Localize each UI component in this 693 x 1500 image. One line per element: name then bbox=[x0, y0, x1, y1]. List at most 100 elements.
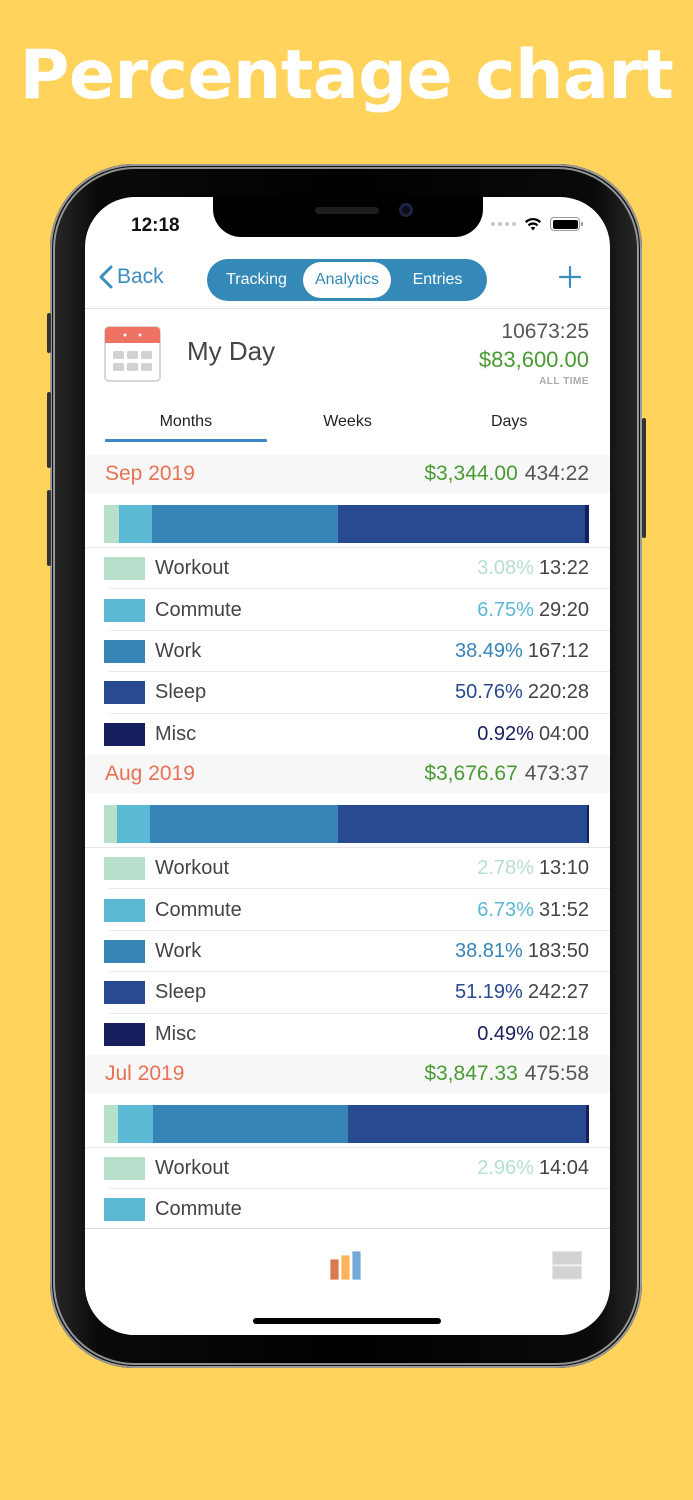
category-row-misc[interactable]: Misc 0.92% 04:00 bbox=[85, 714, 610, 755]
month-money: $3,847.33 bbox=[424, 1061, 518, 1085]
tracker-title: My Day bbox=[187, 336, 276, 366]
category-row-commute[interactable]: Commute bbox=[85, 1189, 610, 1227]
status-time: 12:18 bbox=[131, 215, 180, 236]
bar-segment-workout bbox=[104, 804, 118, 843]
category-time: 14:04 bbox=[538, 1157, 589, 1180]
tab-bar bbox=[85, 1228, 610, 1335]
month-list[interactable]: Sep 2019 $3,344.00 434:22 Workout 3.08% 13… bbox=[85, 455, 610, 1227]
category-name: Workout bbox=[155, 1157, 230, 1180]
category-percent: 50.76% bbox=[454, 681, 523, 704]
color-swatch bbox=[104, 981, 145, 1005]
category-row-workout[interactable]: Workout 2.78% 13:10 bbox=[85, 848, 610, 890]
tab-weeks[interactable]: Weeks bbox=[323, 413, 372, 430]
tab-months[interactable]: Months bbox=[105, 402, 267, 452]
category-percent: 0.92% bbox=[477, 722, 534, 745]
category-time: 242:27 bbox=[527, 981, 589, 1004]
promo-title: Percentage chart bbox=[19, 36, 674, 115]
category-time: 183:50 bbox=[527, 939, 589, 962]
category-row-commute[interactable]: Commute 6.75% 29:20 bbox=[85, 589, 610, 632]
color-swatch bbox=[104, 639, 145, 663]
color-swatch bbox=[104, 598, 145, 622]
bar-chart-icon[interactable] bbox=[329, 1251, 363, 1281]
power-button bbox=[642, 418, 646, 538]
month-money: $3,344.00 bbox=[424, 462, 518, 485]
chevron-left-icon bbox=[99, 265, 113, 289]
category-name: Sleep bbox=[155, 981, 207, 1004]
month-header: Aug 2019 $3,676.67 473:37 bbox=[85, 754, 610, 793]
segment-analytics[interactable]: Analytics bbox=[303, 262, 391, 298]
plus-icon[interactable] bbox=[558, 265, 582, 289]
volume-up-button bbox=[47, 392, 51, 468]
category-percent: 3.08% bbox=[477, 557, 534, 580]
category-row-sleep[interactable]: Sleep 50.76% 220:28 bbox=[85, 672, 610, 714]
percentage-bar-row bbox=[85, 793, 610, 848]
bar-segment-misc bbox=[586, 804, 589, 843]
color-swatch bbox=[104, 1157, 145, 1181]
total-money: $83,600.00 bbox=[478, 347, 589, 372]
bar-segment-misc bbox=[586, 1104, 589, 1143]
category-percent: 6.75% bbox=[477, 598, 534, 621]
color-swatch bbox=[104, 1198, 145, 1222]
category-percent: 6.73% bbox=[477, 898, 534, 921]
percentage-bar bbox=[104, 804, 589, 843]
category-name: Workout bbox=[155, 557, 230, 580]
month-time: 473:37 bbox=[524, 761, 589, 785]
bar-segment-commute bbox=[118, 505, 152, 543]
category-row-work[interactable]: Work 38.81% 183:50 bbox=[85, 931, 610, 973]
percentage-bar bbox=[104, 1104, 589, 1143]
category-percent: 2.96% bbox=[477, 1157, 534, 1180]
app-screen: 12:18 Back Tracking Analytics Entries bbox=[85, 197, 610, 1335]
mode-segmented-control: Tracking Analytics Entries bbox=[207, 259, 487, 301]
tab-days[interactable]: Days bbox=[490, 413, 528, 430]
bar-segment-workout bbox=[104, 505, 119, 543]
category-row-sleep[interactable]: Sleep 51.19% 242:27 bbox=[85, 972, 610, 1014]
month-header: Sep 2019 $3,344.00 434:22 bbox=[85, 455, 610, 493]
category-row-commute[interactable]: Commute 6.73% 31:52 bbox=[85, 889, 610, 932]
category-name: Work bbox=[155, 939, 202, 962]
back-button[interactable]: Back bbox=[99, 265, 164, 289]
category-time: 13:22 bbox=[538, 557, 589, 580]
category-time: 167:12 bbox=[527, 639, 589, 662]
category-row-workout[interactable]: Workout 2.96% 14:04 bbox=[85, 1148, 610, 1190]
bar-segment-workout bbox=[104, 1104, 119, 1143]
category-percent: 38.49% bbox=[454, 639, 523, 662]
category-time: 220:28 bbox=[527, 681, 589, 704]
category-name: Misc bbox=[155, 1022, 197, 1045]
segment-entries[interactable]: Entries bbox=[412, 271, 463, 288]
category-name: Commute bbox=[155, 1198, 242, 1221]
calendar-icon bbox=[104, 326, 161, 382]
category-name: Commute bbox=[155, 598, 242, 621]
month-money: $3,676.67 bbox=[424, 761, 518, 785]
speaker bbox=[315, 207, 379, 214]
category-name: Workout bbox=[155, 857, 230, 880]
status-icons bbox=[491, 217, 583, 231]
category-percent: 38.81% bbox=[454, 939, 523, 962]
color-swatch bbox=[104, 681, 145, 705]
color-swatch bbox=[104, 898, 145, 922]
bar-segment-sleep bbox=[348, 1104, 587, 1143]
category-name: Work bbox=[155, 639, 202, 662]
back-label: Back bbox=[117, 265, 164, 288]
bar-segment-work bbox=[150, 804, 339, 843]
bar-segment-misc bbox=[584, 505, 589, 543]
segment-tracking[interactable]: Tracking bbox=[226, 271, 287, 288]
period-label: ALL TIME bbox=[539, 376, 589, 387]
notch bbox=[213, 197, 483, 237]
category-name: Commute bbox=[155, 898, 242, 921]
summary-header: My Day 10673:25 $83,600.00 ALL TIME bbox=[85, 310, 610, 400]
category-percent: 2.78% bbox=[477, 857, 534, 880]
percentage-bar bbox=[104, 505, 589, 543]
color-swatch bbox=[104, 939, 145, 963]
color-swatch bbox=[104, 857, 145, 881]
category-time: 31:52 bbox=[538, 898, 589, 921]
category-row-work[interactable]: Work 38.49% 167:12 bbox=[85, 631, 610, 673]
list-icon[interactable] bbox=[552, 1251, 582, 1280]
battery-icon bbox=[550, 217, 583, 231]
color-swatch bbox=[104, 722, 145, 746]
bar-segment-sleep bbox=[338, 505, 585, 543]
month-name: Aug 2019 bbox=[105, 761, 195, 785]
category-row-misc[interactable]: Misc 0.49% 02:18 bbox=[85, 1014, 610, 1055]
percentage-bar-row bbox=[85, 493, 610, 548]
category-row-workout[interactable]: Workout 3.08% 13:22 bbox=[85, 548, 610, 590]
mute-switch bbox=[47, 313, 51, 353]
